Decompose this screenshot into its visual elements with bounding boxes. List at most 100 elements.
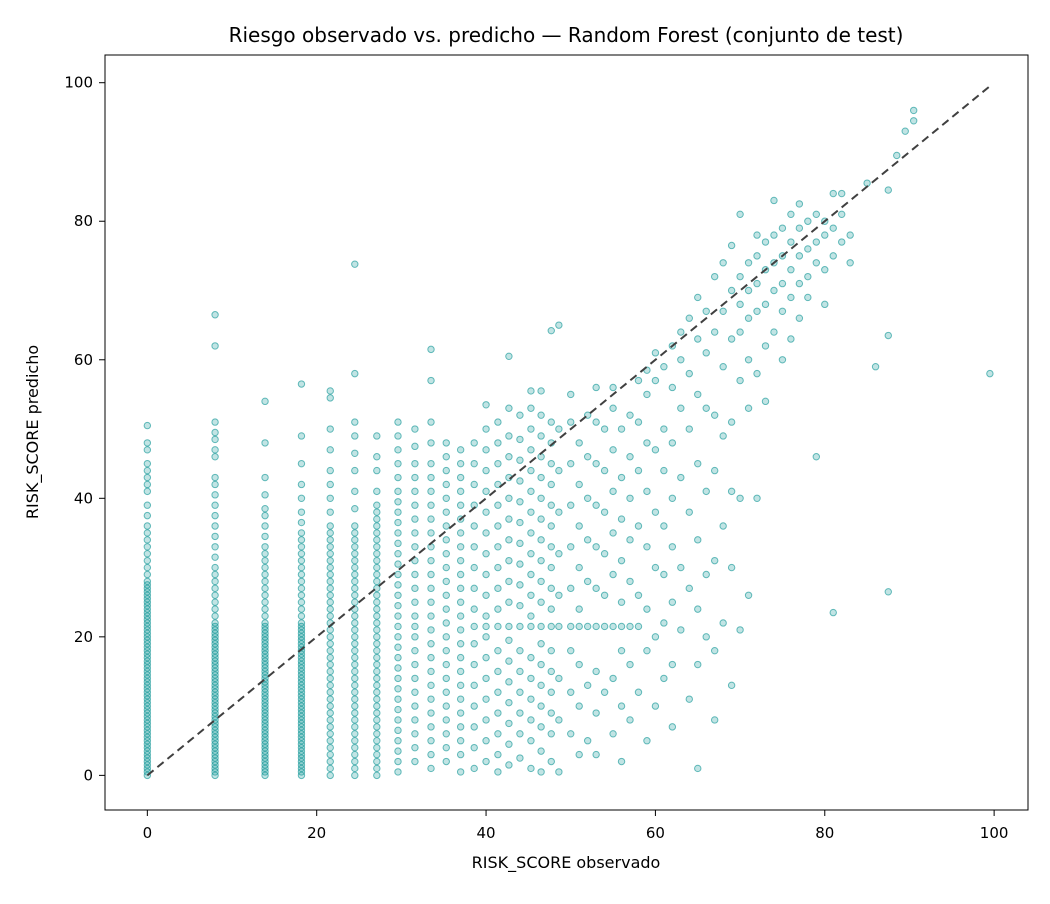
scatter-point	[373, 771, 381, 780]
scatter-point	[617, 425, 626, 433]
scatter-point	[411, 473, 419, 482]
scatter-point	[537, 660, 545, 669]
scatter-point	[761, 300, 770, 309]
scatter-point	[537, 747, 545, 755]
scatter-point	[736, 494, 744, 503]
scatter-point	[505, 432, 513, 440]
scatter-point	[442, 536, 450, 544]
scatter-point	[677, 356, 685, 364]
scatter-point	[261, 543, 269, 551]
scatter-point	[297, 480, 306, 489]
scatter-point	[411, 543, 419, 551]
scatter-point	[326, 633, 334, 641]
scatter-point	[351, 702, 359, 710]
scatter-point	[427, 695, 435, 703]
scatter-point	[470, 622, 478, 631]
scatter-point	[297, 563, 306, 572]
scatter-point	[744, 259, 753, 267]
scatter-point	[351, 709, 359, 717]
scatter-point	[592, 459, 600, 468]
scatter-point	[373, 695, 381, 703]
scatter-point	[261, 522, 269, 530]
scatter-point	[634, 466, 643, 475]
scatter-point	[600, 550, 609, 558]
scatter-point	[442, 688, 450, 696]
scatter-point	[516, 730, 524, 738]
scatter-point	[297, 591, 306, 599]
scatter-point	[710, 466, 719, 475]
scatter-point	[516, 560, 524, 568]
scatter-point	[456, 446, 465, 454]
scatter-point	[351, 653, 359, 662]
scatter-point	[494, 667, 502, 676]
scatter-point	[736, 328, 744, 336]
scatter-point	[351, 563, 359, 572]
scatter-point	[143, 570, 152, 579]
scatter-point	[482, 757, 490, 766]
scatter-point	[427, 487, 435, 496]
scatter-point	[505, 536, 513, 544]
scatter-point	[537, 640, 545, 648]
scatter-point	[884, 186, 892, 194]
scatter-point	[261, 591, 269, 599]
scatter-point	[547, 757, 555, 766]
scatter-point	[694, 390, 702, 399]
scatter-point	[211, 453, 219, 461]
scatter-point	[427, 750, 435, 759]
scatter-point	[470, 764, 478, 773]
scatter-point	[326, 723, 334, 731]
x-tick-label: 80	[815, 824, 834, 842]
scatter-point	[470, 660, 478, 669]
scatter-point	[795, 252, 804, 260]
scatter-point	[567, 501, 575, 509]
scatter-point	[470, 605, 478, 613]
scatter-point	[583, 494, 592, 503]
scatter-point	[411, 743, 419, 752]
scatter-point	[609, 404, 617, 412]
scatter-point	[326, 688, 334, 696]
scatter-point	[609, 674, 617, 683]
scatter-point	[373, 640, 381, 648]
scatter-point	[326, 584, 334, 593]
scatter-point	[326, 522, 334, 530]
scatter-point	[326, 543, 334, 551]
scatter-point	[373, 591, 381, 599]
scatter-point	[727, 418, 736, 426]
scatter-point	[609, 622, 617, 631]
scatter-point	[411, 716, 419, 724]
scatter-point	[527, 695, 535, 703]
scatter-point	[505, 515, 513, 523]
scatter-point	[710, 716, 719, 724]
scatter-point	[643, 439, 651, 447]
scatter-point	[442, 605, 450, 613]
scatter-point	[505, 622, 513, 631]
scatter-point	[394, 737, 402, 745]
scatter-point	[351, 757, 359, 766]
scatter-point	[787, 335, 795, 343]
scatter-point	[516, 622, 524, 631]
scatter-point	[326, 556, 334, 565]
scatter-point	[470, 480, 478, 489]
scatter-point	[211, 501, 219, 509]
scatter-point	[660, 522, 668, 530]
scatter-point	[651, 349, 660, 357]
scatter-point	[710, 411, 719, 419]
scatter-point	[211, 342, 219, 350]
y-tick-label: 40	[74, 489, 93, 507]
scatter-point	[505, 494, 513, 503]
scatter-point	[211, 491, 219, 499]
scatter-point	[143, 563, 152, 572]
scatter-point	[373, 605, 381, 613]
scatter-point	[575, 522, 583, 530]
scatter-point	[411, 529, 419, 537]
scatter-point	[394, 459, 402, 468]
scatter-point	[373, 508, 381, 516]
scatter-point	[456, 768, 465, 776]
scatter-point	[537, 411, 545, 419]
scatter-point	[592, 543, 600, 551]
scatter-point	[351, 716, 359, 724]
scatter-point	[470, 522, 478, 530]
scatter-point	[351, 660, 359, 669]
scatter-point	[821, 266, 829, 274]
x-axis-label: RISK_SCORE observado	[472, 853, 661, 873]
